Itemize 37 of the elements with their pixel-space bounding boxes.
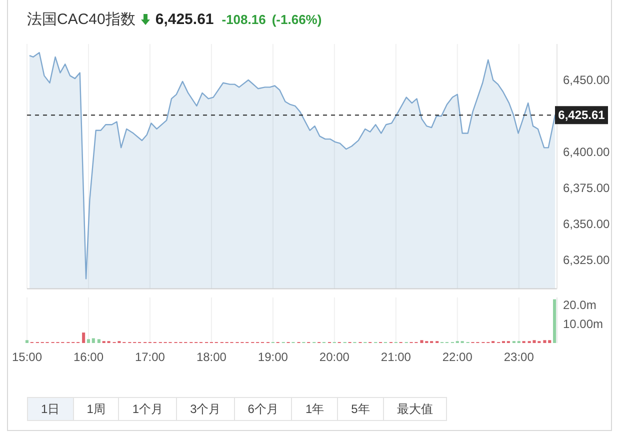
- text: (-1.66%): [272, 12, 322, 26]
- y-tick-label: 6,375.00: [563, 181, 610, 195]
- time-range-button[interactable]: 3个月: [176, 397, 235, 421]
- ref-line-label: 6,425.61: [558, 108, 606, 122]
- y-tick-label: 20.0m: [563, 298, 596, 312]
- text: 6,425.61: [155, 10, 214, 28]
- time-range-button[interactable]: 1年: [291, 397, 338, 421]
- y-tick-label: 10.00m: [563, 317, 604, 331]
- x-tick-label: 15:00: [12, 350, 42, 364]
- x-tick-label: 21:00: [380, 350, 412, 364]
- x-tick-label: 23:00: [504, 350, 534, 364]
- text: -108.16: [222, 12, 266, 26]
- bar: [92, 338, 95, 343]
- time-range-button[interactable]: 1日: [27, 397, 74, 421]
- bar: [86, 339, 90, 343]
- bar: [97, 339, 100, 343]
- y-tick-label: 6,450.00: [563, 73, 610, 87]
- y-tick-label: 6,325.00: [563, 253, 610, 267]
- x-tick-label: 17:00: [134, 350, 166, 364]
- bar: [553, 299, 556, 343]
- bar: [82, 332, 86, 343]
- x-tick-label: 18:00: [196, 350, 227, 364]
- bar: [25, 340, 29, 343]
- x-tick-label: 16:00: [73, 350, 104, 364]
- bar: [548, 340, 552, 343]
- bar: [543, 340, 546, 343]
- y-tick-label: 6,400.00: [563, 145, 610, 159]
- time-range-button[interactable]: 5年: [337, 397, 384, 421]
- time-range-button[interactable]: 最大值: [382, 397, 447, 421]
- x-tick-label: 20:00: [319, 350, 350, 364]
- x-tick-label: 22:00: [442, 350, 473, 364]
- x-tick-label: 19:00: [258, 350, 288, 364]
- chart-title: 法国CAC40指数: [27, 10, 136, 28]
- time-range-button[interactable]: 6个月: [234, 397, 292, 421]
- time-range-button[interactable]: 1个月: [118, 397, 178, 421]
- time-range-button[interactable]: 1周: [72, 397, 120, 421]
- y-tick-label: 6,350.00: [563, 217, 610, 231]
